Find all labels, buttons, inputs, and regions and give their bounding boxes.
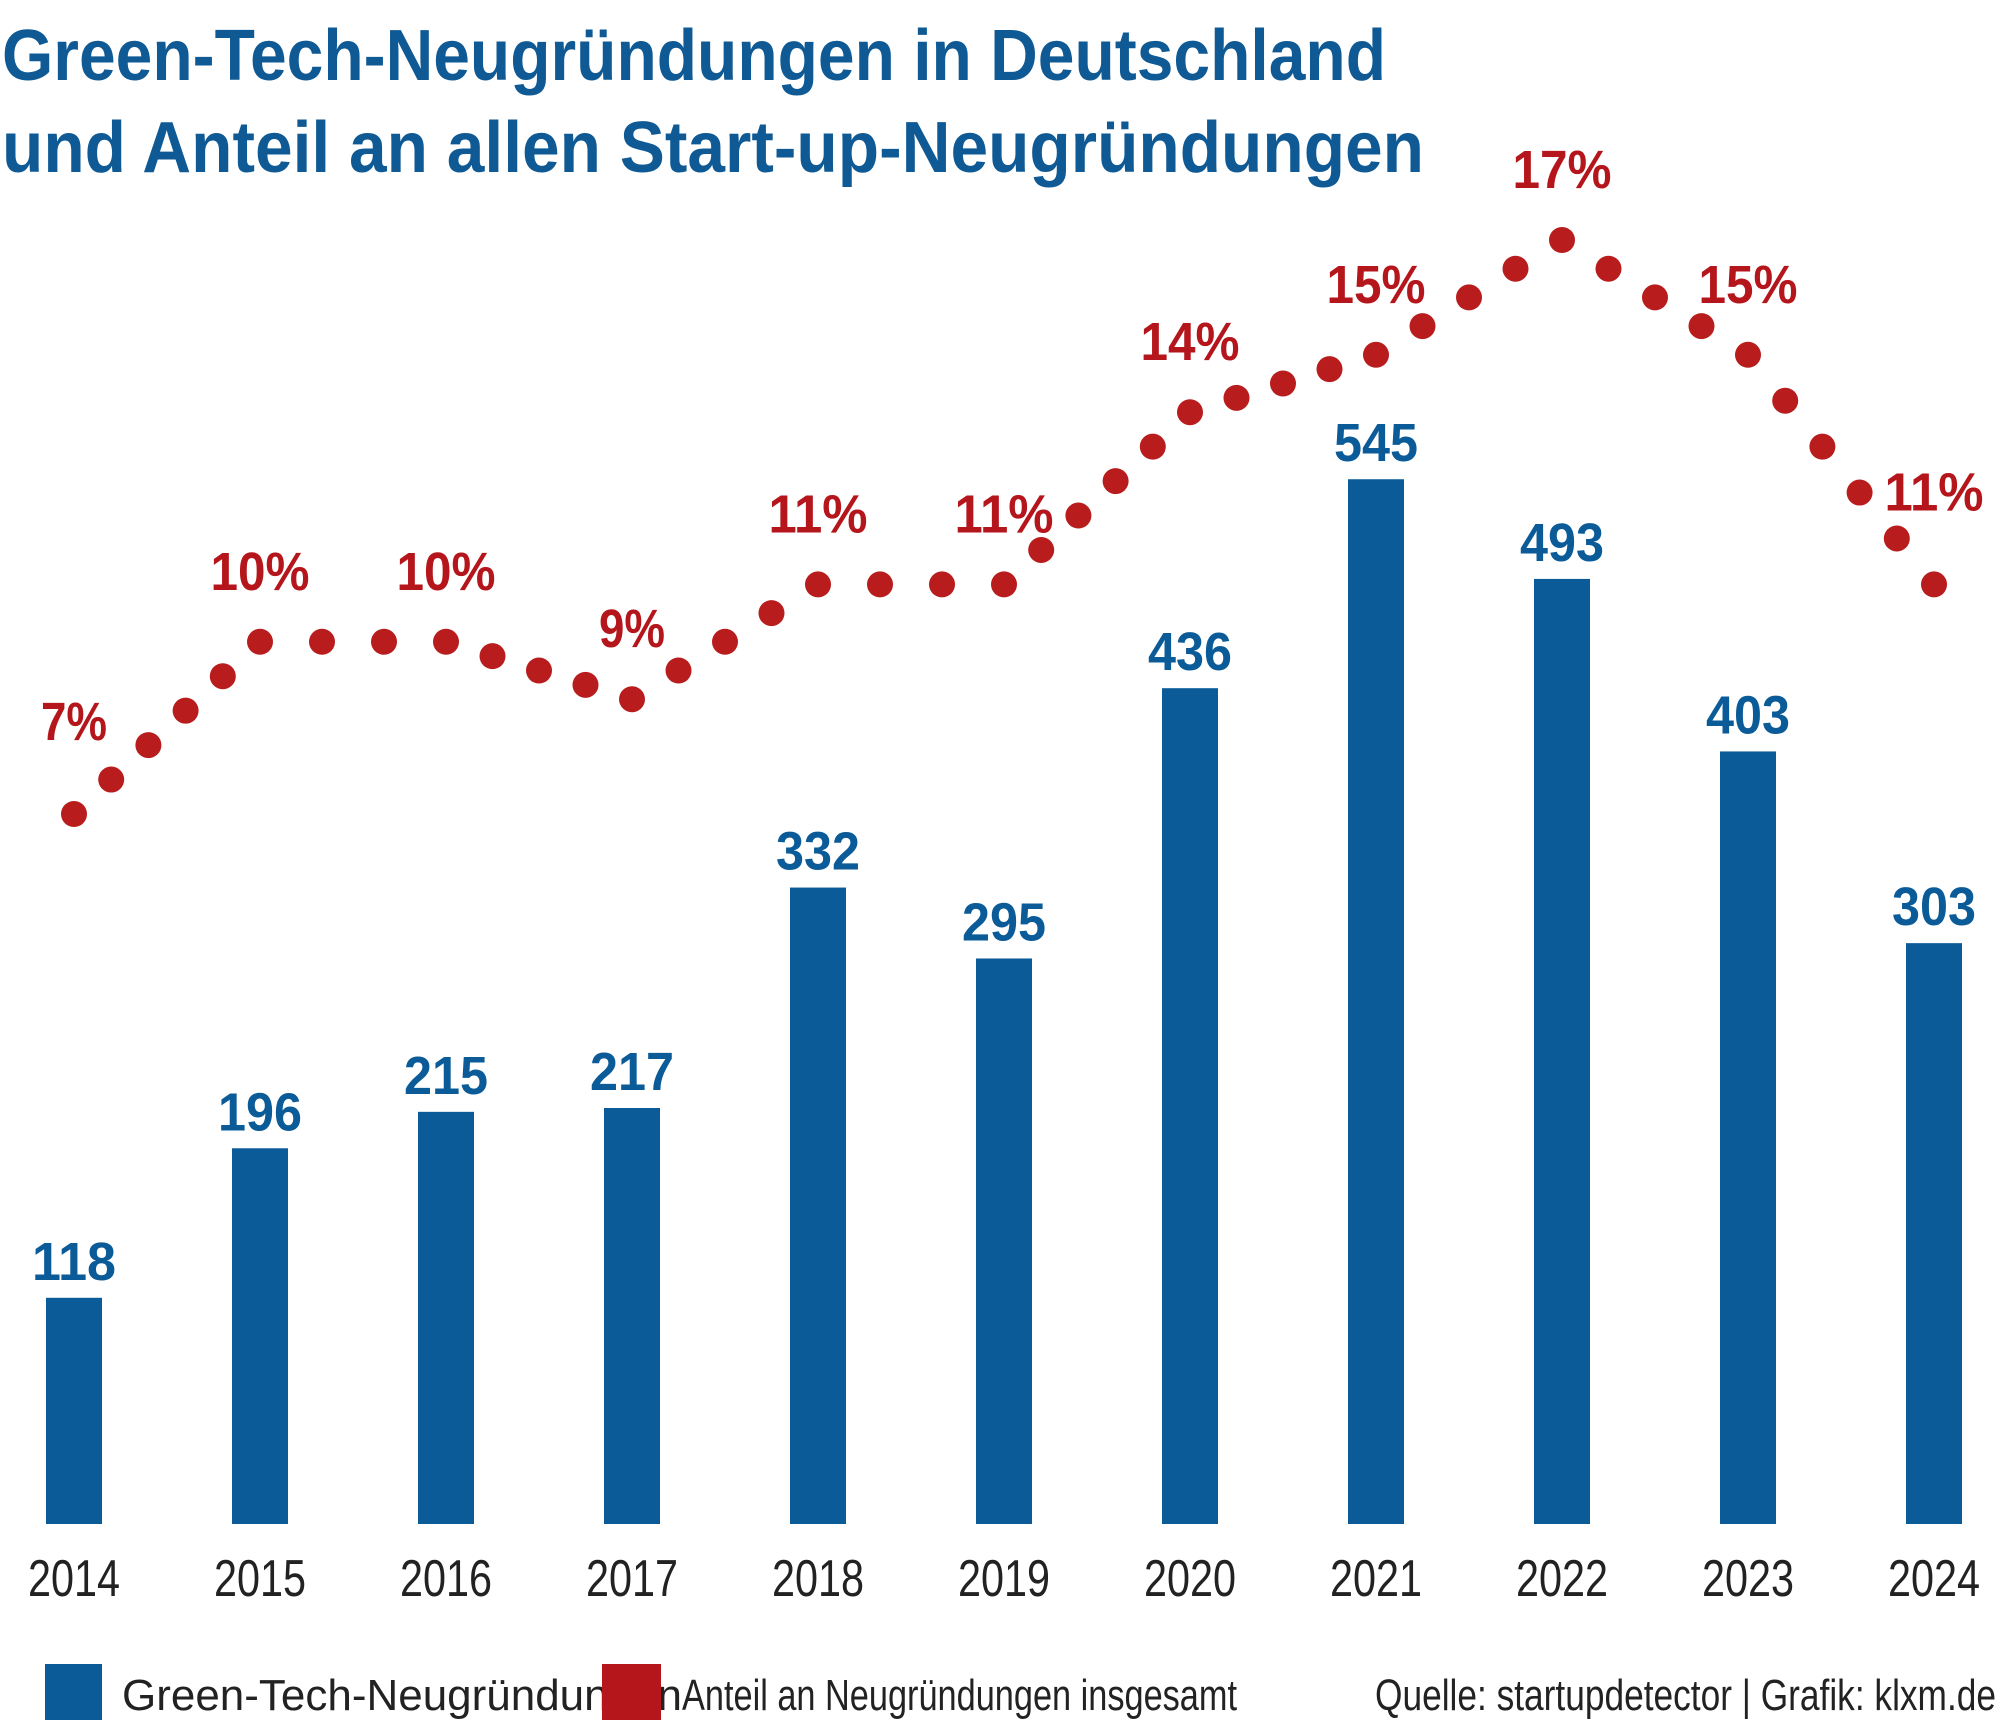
bar-value-label-2023: 403 <box>1706 685 1790 745</box>
bar-value-label-2020: 436 <box>1148 622 1232 682</box>
x-tick-label-2019: 2019 <box>958 1550 1050 1608</box>
share-point-2023 <box>1735 341 1761 368</box>
share-line-dot <box>929 571 955 598</box>
bar-2021 <box>1348 479 1404 1524</box>
legend-label-bars: Green-Tech-Neugründungen <box>122 1671 682 1720</box>
share-point-2016 <box>433 628 459 655</box>
x-tick-label-2020: 2020 <box>1144 1550 1236 1608</box>
share-line-dot <box>1139 433 1166 460</box>
share-line-dot <box>1846 479 1873 506</box>
share-line-dot <box>98 766 125 793</box>
share-line-dot <box>1809 433 1836 460</box>
share-line-dot <box>712 628 738 655</box>
x-tick-label-2017: 2017 <box>586 1550 678 1608</box>
share-line-dot <box>758 600 785 627</box>
share-value-label-2015: 10% <box>211 542 310 602</box>
share-line-dot <box>135 732 162 759</box>
bar-value-label-2018: 332 <box>776 822 860 882</box>
share-line-dot <box>867 571 893 598</box>
share-line-dot <box>1409 313 1436 340</box>
source-credit: Quelle: startupdetector | Grafik: klxm.d… <box>1375 1671 1996 1720</box>
x-tick-label-2023: 2023 <box>1702 1550 1794 1608</box>
x-tick-label-2015: 2015 <box>214 1550 306 1608</box>
share-point-2019 <box>991 571 1017 598</box>
bar-value-label-2021: 545 <box>1334 413 1418 473</box>
share-point-2014 <box>61 801 87 827</box>
data-labels: 118 7% 196 10% 215 10% 217 9% 332 11% 295 11% 436 14%… <box>32 140 1984 1292</box>
share-line-dot <box>1883 525 1910 552</box>
share-line-dot <box>1028 536 1055 563</box>
legend-swatch-bars <box>45 1664 102 1720</box>
legend: Green-Tech-Neugründungen Anteil an Neugr… <box>45 1664 1237 1720</box>
share-line-dot <box>1316 356 1343 383</box>
chart-title-line-2: und Anteil an allen Start-up-Neugründung… <box>2 108 1424 188</box>
bar-value-label-2024: 303 <box>1892 877 1976 937</box>
share-line-dot <box>1456 284 1482 311</box>
share-value-label-2016: 10% <box>397 542 496 602</box>
share-value-label-2019: 11% <box>955 484 1054 544</box>
share-line-dot <box>1772 387 1799 414</box>
bar-2022 <box>1534 578 1590 1524</box>
share-line-series <box>61 227 1947 827</box>
bar-2018 <box>790 887 846 1524</box>
share-point-2018 <box>805 571 831 598</box>
share-line-dot <box>1223 384 1250 411</box>
bar-2017 <box>604 1108 660 1524</box>
share-line-dot <box>172 697 199 724</box>
share-value-label-2021: 15% <box>1327 255 1426 315</box>
bar-2019 <box>976 958 1032 1524</box>
bar-value-label-2015: 196 <box>218 1082 302 1142</box>
x-tick-label-2014: 2014 <box>28 1550 120 1608</box>
share-line-dot <box>1642 284 1668 311</box>
x-axis-tick-labels: 2014 2015 2016 2017 2018 2019 2020 2021 2022 2023… <box>28 1550 1980 1608</box>
share-line-dot <box>1270 370 1296 397</box>
bar-2014 <box>46 1297 102 1524</box>
share-value-label-2017: 9% <box>599 599 665 659</box>
x-tick-label-2018: 2018 <box>772 1550 864 1608</box>
share-line-dot <box>1595 255 1622 282</box>
share-point-2017 <box>619 686 645 713</box>
share-point-2020 <box>1177 399 1203 426</box>
share-line-dot <box>1065 502 1092 529</box>
share-line-dot <box>1502 255 1529 282</box>
share-line-dot <box>209 663 236 690</box>
share-line-dot <box>371 628 397 655</box>
x-tick-label-2024: 2024 <box>1888 1550 1980 1608</box>
bar-2015 <box>232 1148 288 1524</box>
bar-2024 <box>1906 943 1962 1524</box>
legend-swatch-share <box>602 1664 661 1720</box>
x-tick-label-2022: 2022 <box>1516 1550 1608 1608</box>
x-tick-label-2021: 2021 <box>1330 1550 1422 1608</box>
chart-title-line-1: Green-Tech-Neugründungen in Deutschland <box>2 16 1386 96</box>
share-point-2022 <box>1549 227 1575 253</box>
share-line-dot <box>665 657 692 684</box>
share-line-dot <box>479 643 506 670</box>
legend-label-share: Anteil an Neugründungen insgesamt <box>682 1671 1237 1720</box>
share-line-dot <box>309 628 335 655</box>
share-line-dot <box>1102 468 1129 495</box>
share-value-label-2024: 11% <box>1885 462 1984 522</box>
share-line-dot <box>1688 313 1715 340</box>
share-value-label-2014: 7% <box>41 692 107 752</box>
share-line-dot <box>526 657 552 684</box>
share-value-label-2023: 15% <box>1699 255 1798 315</box>
share-value-label-2020: 14% <box>1141 312 1240 372</box>
bar-2020 <box>1162 688 1218 1524</box>
bar-value-label-2019: 295 <box>962 892 1046 952</box>
share-point-2024 <box>1921 571 1947 598</box>
bar-series <box>46 479 1962 1524</box>
bar-value-label-2022: 493 <box>1520 513 1604 573</box>
x-tick-label-2016: 2016 <box>400 1550 492 1608</box>
share-line-dot <box>572 671 599 698</box>
bar-value-label-2016: 215 <box>404 1046 488 1106</box>
share-point-2021 <box>1363 341 1389 368</box>
bar-2016 <box>418 1111 474 1524</box>
share-point-2015 <box>247 628 273 655</box>
bar-2023 <box>1720 751 1776 1524</box>
share-value-label-2018: 11% <box>769 484 868 544</box>
bar-value-label-2017: 217 <box>590 1042 674 1102</box>
share-value-label-2022: 17% <box>1513 140 1612 200</box>
bar-value-label-2014: 118 <box>32 1232 116 1292</box>
